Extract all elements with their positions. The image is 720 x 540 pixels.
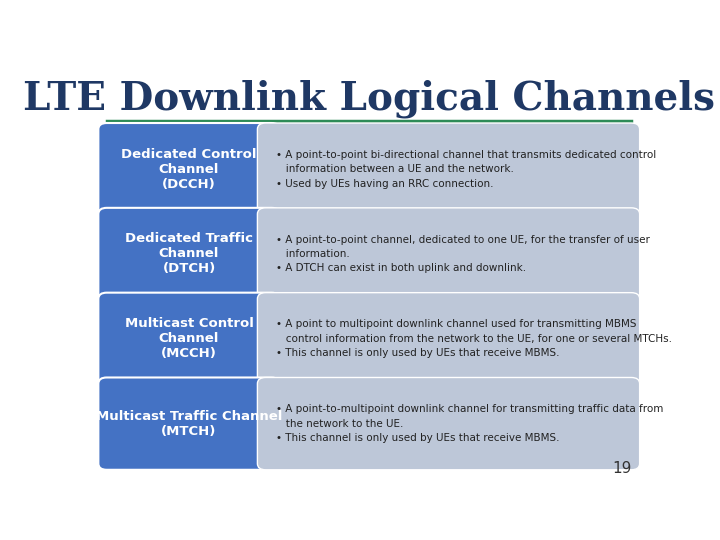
FancyBboxPatch shape [258, 377, 639, 470]
FancyBboxPatch shape [258, 208, 639, 300]
Text: • A point-to-point bi-directional channel that transmits dedicated control
   in: • A point-to-point bi-directional channe… [276, 150, 656, 188]
FancyBboxPatch shape [99, 208, 279, 300]
Text: • A point-to-point channel, dedicated to one UE, for the transfer of user
   inf: • A point-to-point channel, dedicated to… [276, 234, 649, 273]
Text: LTE Downlink Logical Channels: LTE Downlink Logical Channels [23, 79, 715, 118]
FancyBboxPatch shape [258, 293, 639, 385]
Text: • A point-to-multipoint downlink channel for transmitting traffic data from
   t: • A point-to-multipoint downlink channel… [276, 404, 663, 443]
FancyBboxPatch shape [99, 123, 279, 215]
Text: 19: 19 [612, 462, 631, 476]
Text: Dedicated Traffic
Channel
(DTCH): Dedicated Traffic Channel (DTCH) [125, 233, 253, 275]
Text: Multicast Traffic Channel
(MTCH): Multicast Traffic Channel (MTCH) [96, 410, 282, 437]
Text: Multicast Control
Channel
(MCCH): Multicast Control Channel (MCCH) [125, 318, 253, 360]
FancyBboxPatch shape [99, 377, 279, 470]
FancyBboxPatch shape [99, 293, 279, 385]
FancyBboxPatch shape [258, 123, 639, 215]
Text: Dedicated Control
Channel
(DCCH): Dedicated Control Channel (DCCH) [121, 147, 257, 191]
Text: • A point to multipoint downlink channel used for transmitting MBMS
   control i: • A point to multipoint downlink channel… [276, 320, 672, 358]
